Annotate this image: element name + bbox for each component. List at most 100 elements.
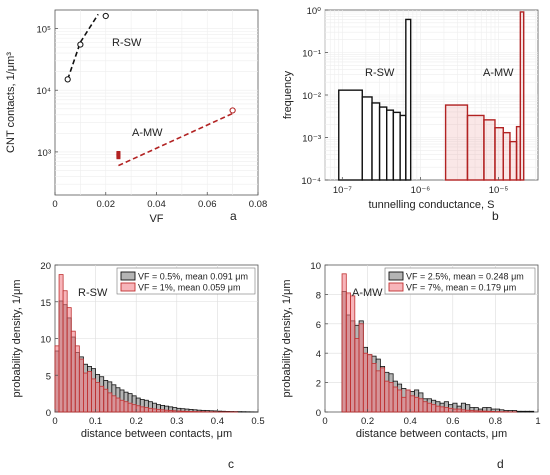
histogram-bar bbox=[405, 389, 411, 413]
x-tick-label: 0.1 bbox=[89, 416, 102, 427]
y-tick-label: 10⁻² bbox=[302, 91, 321, 102]
histogram-bar bbox=[367, 354, 373, 413]
histogram-bar bbox=[392, 111, 401, 181]
histogram-bar bbox=[123, 401, 129, 413]
histogram-bar bbox=[345, 292, 351, 413]
histogram-bar bbox=[418, 398, 424, 413]
histogram-bar bbox=[119, 399, 125, 413]
histogram-bar bbox=[409, 395, 415, 413]
x-tick-label: 0.08 bbox=[249, 199, 268, 210]
histogram-bar bbox=[107, 392, 113, 413]
histogram-bar bbox=[172, 410, 178, 413]
histogram-bar bbox=[375, 370, 381, 413]
annotation-rsw: R-SW bbox=[112, 37, 142, 49]
histogram-bar bbox=[469, 410, 475, 413]
annotation-c: R-SW bbox=[78, 287, 108, 299]
histogram-bar bbox=[422, 401, 428, 413]
legend-swatch bbox=[388, 282, 404, 292]
histogram-bar bbox=[477, 410, 484, 413]
histogram-bar bbox=[524, 410, 530, 413]
x-tick-label: 0.2 bbox=[361, 416, 374, 427]
histogram-bar bbox=[388, 382, 394, 413]
histogram-bar bbox=[362, 352, 368, 413]
fit-line-rsw bbox=[66, 41, 82, 80]
histogram-bar bbox=[99, 385, 105, 413]
panel-a: 0 0.02 0.04 0.06 0.08 10³ 10⁴ 10⁵ VF CNT contacts… bbox=[5, 9, 268, 225]
histogram-bar bbox=[184, 410, 190, 413]
data-point bbox=[77, 41, 84, 48]
histogram-bar bbox=[371, 102, 381, 181]
x-tick-label: 0.04 bbox=[147, 199, 166, 210]
fit-line-rsw bbox=[79, 13, 99, 43]
histogram-bar bbox=[188, 411, 194, 413]
x-tick-label: 0 bbox=[322, 416, 327, 427]
y-tick-label: 20 bbox=[40, 261, 51, 272]
histogram-bar bbox=[431, 404, 437, 413]
histogram-bar bbox=[386, 109, 395, 181]
x-tick-label: 10⁻⁶ bbox=[411, 185, 431, 196]
histogram-bar bbox=[78, 358, 84, 413]
y-tick-label: 10 bbox=[310, 261, 321, 272]
y-tick-label: 0 bbox=[46, 408, 51, 419]
histogram-bar bbox=[399, 114, 407, 181]
histogram-bar bbox=[435, 405, 441, 413]
histogram-bar bbox=[95, 382, 101, 413]
histogram-bar bbox=[490, 411, 496, 413]
legend-swatch bbox=[388, 271, 404, 281]
histogram-bar bbox=[143, 407, 149, 413]
panel-b: 10⁻⁷ 10⁻⁶ 10⁻⁵ 10⁻⁴ 10⁻³ 10⁻² 10⁻¹ 10⁰ tunnellin… bbox=[282, 6, 539, 223]
legend-swatch bbox=[120, 271, 136, 281]
panel-label-c: c bbox=[228, 457, 234, 471]
histogram-bar bbox=[456, 408, 462, 413]
x-tick-label: 0.6 bbox=[446, 416, 459, 427]
histogram-bar bbox=[341, 273, 347, 413]
fit-line-amw bbox=[118, 112, 233, 167]
panel-label-d: d bbox=[497, 457, 504, 471]
histogram-bar bbox=[384, 380, 390, 413]
data-point bbox=[229, 107, 236, 114]
y-tick-label: 2 bbox=[316, 379, 321, 390]
y-axis-label: frequency bbox=[282, 70, 294, 119]
x-tick-label: 0.5 bbox=[251, 416, 264, 427]
histogram-bar bbox=[509, 140, 518, 181]
histogram-bar bbox=[426, 402, 432, 413]
histogram-bar bbox=[338, 89, 363, 181]
histogram-bar bbox=[83, 372, 88, 413]
histogram-bar bbox=[358, 323, 364, 413]
histogram-bar bbox=[529, 410, 535, 413]
histogram-bar bbox=[519, 11, 525, 181]
y-tick-label: 4 bbox=[316, 349, 321, 360]
histogram-bar bbox=[70, 330, 76, 413]
panel-label-a: a bbox=[230, 209, 237, 223]
histogram-bar bbox=[176, 410, 182, 413]
y-tick-label: 15 bbox=[40, 298, 51, 309]
x-axis-label: distance between contacts, μm bbox=[81, 428, 232, 440]
histogram-bar bbox=[74, 345, 80, 413]
y-tick-label: 10⁴ bbox=[36, 86, 51, 97]
annotation-amw: A-MW bbox=[483, 67, 514, 79]
histogram-bar bbox=[486, 410, 492, 413]
histogram-bar bbox=[111, 395, 117, 413]
histogram-bar bbox=[444, 104, 469, 181]
x-tick-label: 0.06 bbox=[198, 199, 217, 210]
legend-box bbox=[384, 267, 536, 295]
histogram-bar bbox=[58, 274, 64, 413]
x-tick-label: 0.2 bbox=[130, 416, 143, 427]
histogram-bar bbox=[439, 406, 445, 413]
y-tick-label: 0 bbox=[316, 408, 321, 419]
histogram-bar bbox=[452, 408, 458, 413]
histogram-bar bbox=[482, 410, 488, 413]
data-point bbox=[102, 12, 109, 20]
histogram-bar bbox=[371, 363, 377, 413]
histogram-bar bbox=[62, 290, 68, 413]
histogram-bar bbox=[361, 96, 373, 181]
x-tick-label: 0.4 bbox=[404, 416, 417, 427]
series-1 bbox=[341, 273, 518, 413]
legend-entry: VF = 0.5%, mean 0.091 μm bbox=[138, 272, 248, 282]
histogram-bar bbox=[466, 114, 485, 181]
y-tick-label: 10⁵ bbox=[36, 25, 51, 36]
histogram-bar bbox=[168, 410, 174, 413]
histogram-bar bbox=[131, 404, 137, 413]
series-1 bbox=[54, 274, 239, 413]
y-tick-label: 10 bbox=[40, 335, 51, 346]
